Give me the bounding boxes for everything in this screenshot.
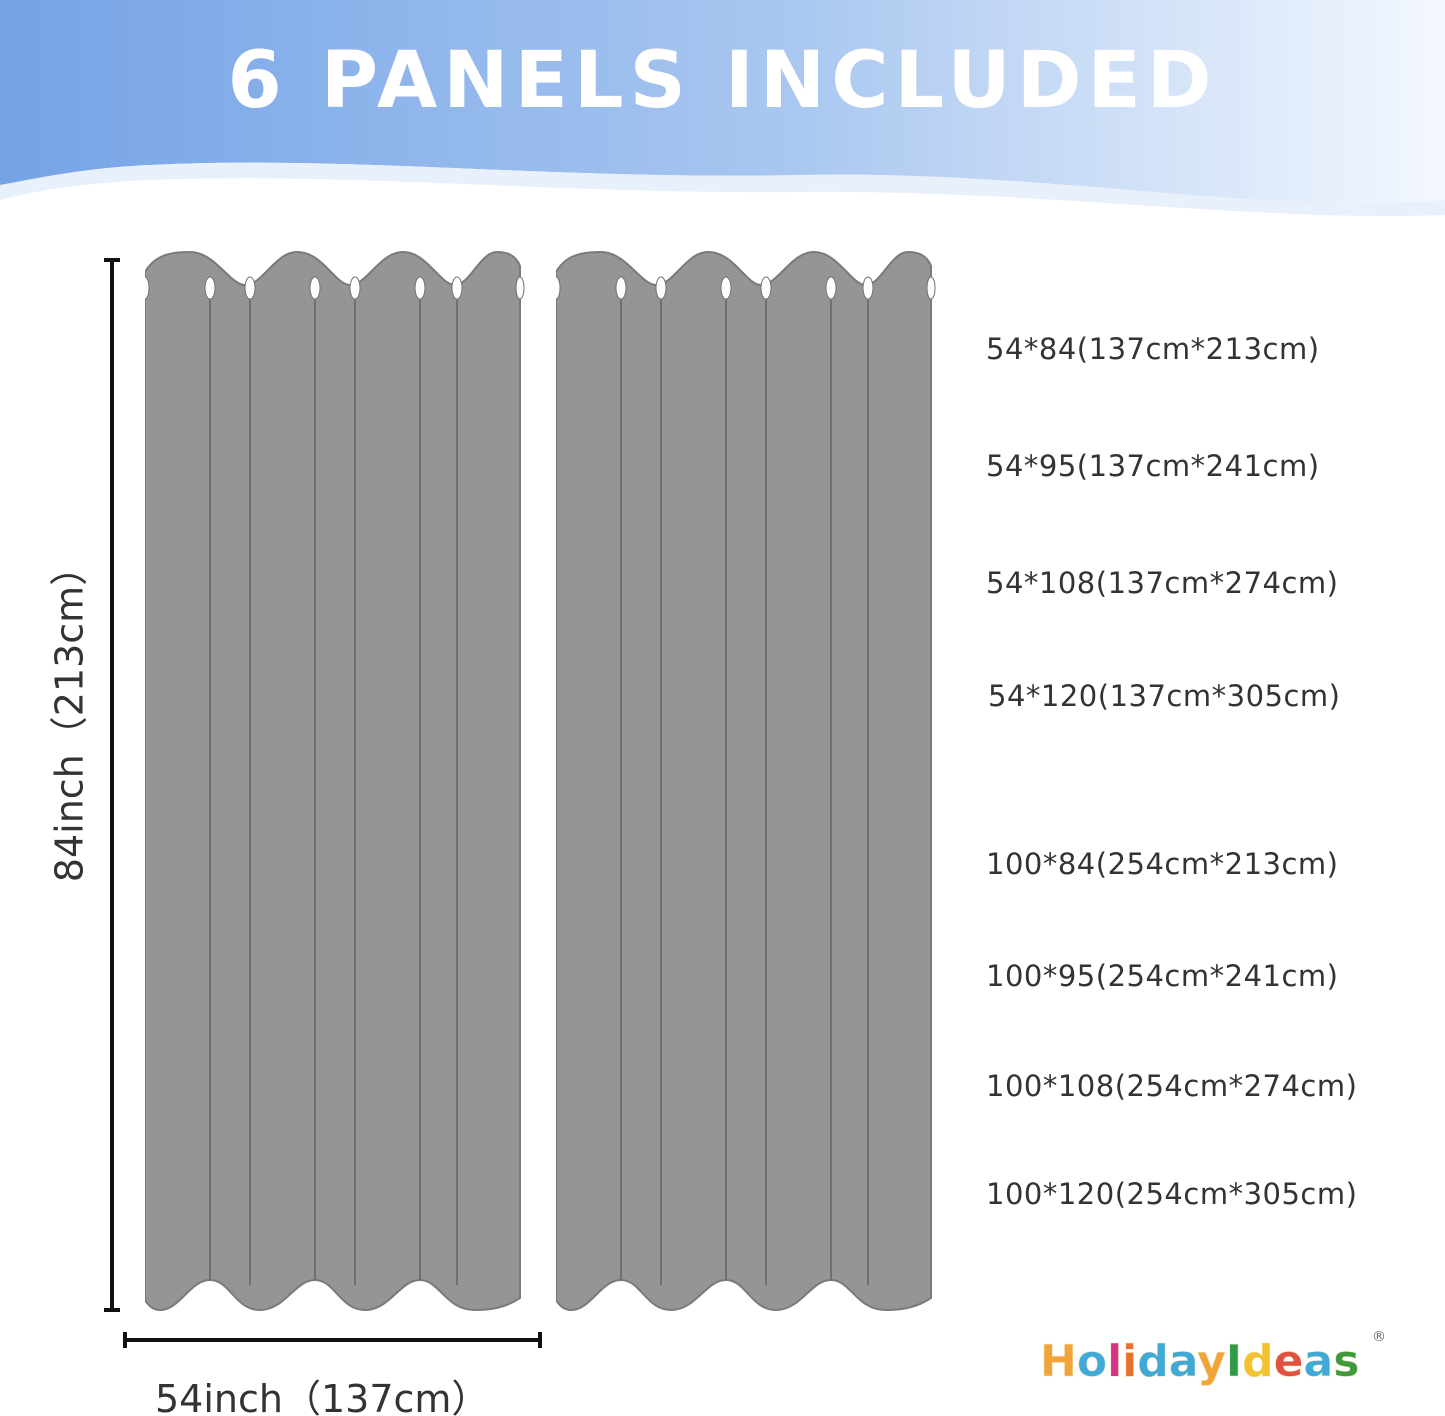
size-option: 54*84(137cm*213cm) [986,332,1320,366]
size-option: 100*108(254cm*274cm) [986,1069,1358,1103]
size-option: 54*120(137cm*305cm) [988,679,1341,713]
size-option: 54*108(137cm*274cm) [986,566,1339,600]
brand-logo: HolidayIdeas [1040,1336,1360,1387]
size-option: 54*95(137cm*241cm) [986,449,1320,483]
dimension-lines [104,258,542,1348]
page-title: 6 PANELS INCLUDED [227,36,1218,126]
registered-mark: ® [1372,1329,1386,1345]
width-label: 54inch（137cm） [155,1377,490,1416]
size-option: 100*84(254cm*213cm) [986,847,1339,881]
header-banner [0,0,1445,217]
curtain-panel-right [556,251,936,1311]
size-option: 100*120(254cm*305cm) [986,1177,1358,1211]
size-option: 100*95(254cm*241cm) [986,959,1339,993]
height-label: 84inch（213cm） [47,547,92,883]
